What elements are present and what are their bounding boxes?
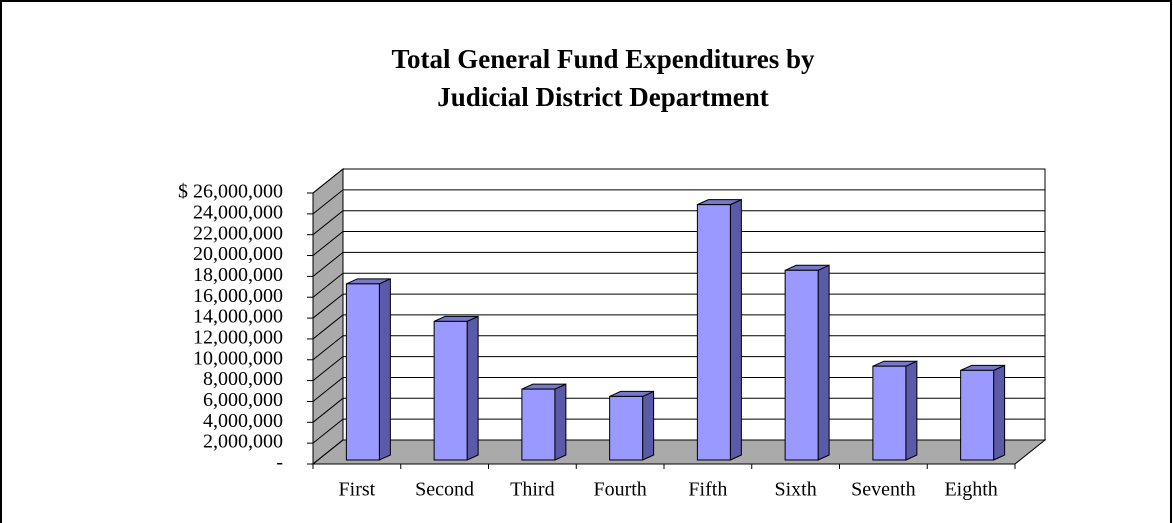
chart-subtitle: Judicial District Department	[437, 82, 768, 112]
y-tick-label: 12,000,000	[193, 327, 283, 349]
x-tick-label: Eighth	[944, 479, 997, 501]
y-tick-label: 2,000,000	[203, 431, 283, 453]
x-tick-label: Fourth	[593, 479, 646, 501]
bar	[609, 390, 655, 461]
y-tick-label: 16,000,000	[193, 285, 283, 307]
bar-face	[378, 278, 391, 461]
bar	[696, 198, 742, 461]
bar-face	[554, 383, 567, 461]
chart-title: Total General Fund Expenditures by	[391, 44, 815, 74]
y-tick-label: 6,000,000	[203, 389, 283, 411]
grid-line	[312, 189, 1045, 215]
bar-face	[345, 283, 380, 461]
grid-line	[312, 231, 1045, 256]
bar	[433, 315, 479, 461]
y-tick-label: 20,000,000	[193, 243, 283, 265]
bar-face	[696, 204, 731, 461]
y-tick-label: 24,000,000	[193, 201, 283, 223]
y-tick-label: 4,000,000	[203, 410, 283, 432]
bar-face	[784, 269, 819, 461]
y-tick-label: 22,000,000	[193, 222, 283, 244]
bar-face	[609, 395, 644, 461]
floor	[311, 439, 1047, 465]
y-tick-label: $ 26,000,000	[178, 181, 283, 203]
y-tick-label: 8,000,000	[203, 368, 283, 390]
x-tick-label: Fifth	[688, 479, 727, 501]
y-tick-label: 10,000,000	[193, 347, 283, 369]
bar-face	[729, 198, 742, 461]
x-tick-label: Seventh	[851, 479, 915, 501]
grid-line	[312, 251, 1045, 277]
y-tick-label: -	[276, 452, 283, 474]
bar-face	[905, 360, 918, 461]
bar-face	[817, 264, 830, 461]
side-wall	[312, 167, 344, 466]
grid-line	[312, 168, 1045, 194]
x-tick-label: Third	[510, 479, 554, 501]
bar	[521, 383, 567, 461]
x-tick-label: Sixth	[775, 479, 817, 501]
bar-face	[466, 315, 479, 461]
y-tick-label: 14,000,000	[193, 306, 283, 328]
bar-face	[872, 365, 907, 461]
bar-face	[433, 320, 468, 461]
bar-face	[521, 388, 556, 461]
bar-face	[960, 369, 995, 461]
x-tick-label: Second	[415, 479, 474, 501]
y-tick-label: 18,000,000	[193, 264, 283, 286]
bar	[784, 264, 830, 461]
bar-face	[993, 364, 1006, 461]
bar	[960, 364, 1006, 461]
x-tick-label: First	[339, 479, 376, 501]
bar-face	[642, 390, 655, 461]
bar	[345, 278, 391, 461]
bar	[872, 360, 918, 461]
grid-line	[312, 210, 1045, 236]
